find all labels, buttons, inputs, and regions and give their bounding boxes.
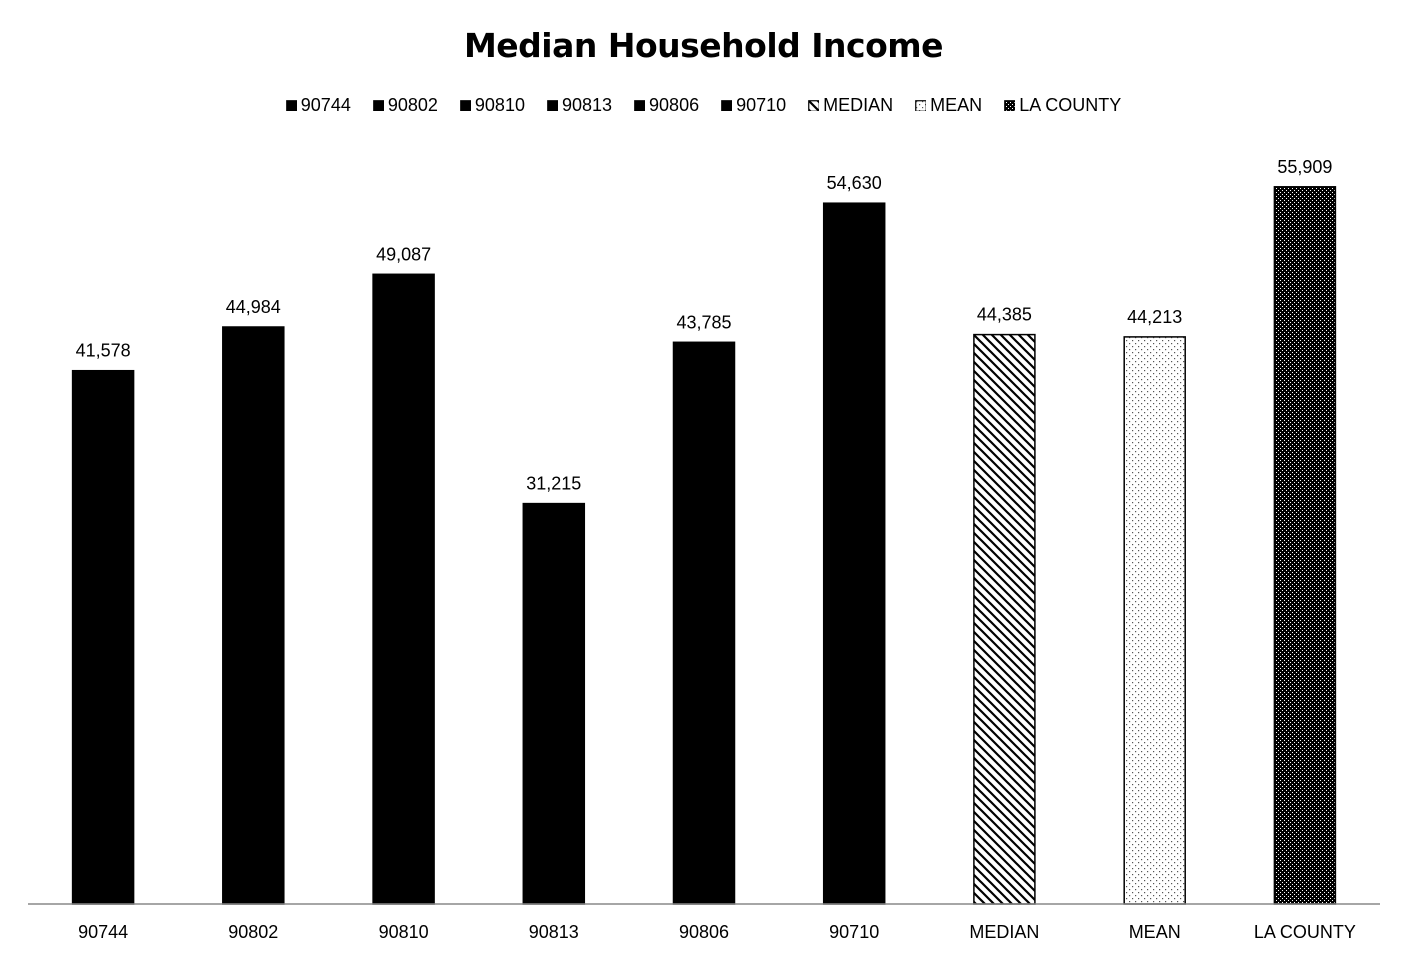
chart-title: Median Household Income — [463, 26, 944, 65]
legend-label: 90710 — [736, 95, 787, 115]
data-label-90710: 54,630 — [827, 173, 882, 193]
data-labels: 41,578 44,984 49,087 31,215 43,785 54,630 44,3… — [76, 157, 1333, 494]
legend-entry-la-county: LA COUNTY — [1004, 95, 1121, 116]
legend-swatch — [372, 100, 384, 111]
legend-swatch — [460, 100, 471, 111]
data-label-90806: 43,785 — [676, 312, 731, 332]
bar-90710 — [822, 202, 886, 905]
data-label-mean: 44,213 — [1127, 307, 1182, 327]
x-tick-label-90710: 90710 — [829, 922, 879, 942]
legend-label: 90810 — [474, 95, 525, 115]
legend-entry-90813: 90813 — [547, 95, 612, 116]
bar-90806 — [672, 341, 736, 905]
legend-label: 90802 — [387, 95, 438, 115]
legend-entry-mean: MEAN — [915, 95, 982, 116]
legend-swatch — [915, 100, 927, 111]
data-label-90802: 44,984 — [226, 297, 281, 317]
bar-90810 — [372, 273, 435, 905]
bars — [71, 186, 1337, 905]
legend-label: MEAN — [930, 95, 983, 115]
data-label-90744: 41,578 — [76, 341, 131, 361]
bar-90802 — [222, 326, 285, 905]
x-tick-label-90810: 90810 — [379, 922, 429, 942]
x-tick-label-mean: MEAN — [1129, 922, 1181, 942]
legend-entry-90710: 90710 — [721, 95, 786, 116]
x-tick-labels: 90744 90802 90810 90813 90806 90710 MEDIAN MEAN… — [78, 922, 1356, 942]
x-tick-label-90806: 90806 — [679, 922, 729, 942]
x-tick-label-90813: 90813 — [529, 922, 579, 942]
legend-entry-90810: 90810 — [460, 95, 525, 116]
legend-entry-90806: 90806 — [634, 95, 699, 116]
data-label-la-county: 55,909 — [1277, 157, 1332, 177]
legend-swatch — [285, 100, 297, 111]
data-label-90810: 49,087 — [376, 244, 431, 264]
x-tick-label-90802: 90802 — [228, 922, 278, 942]
data-label-90813: 31,215 — [526, 474, 581, 494]
data-label-median: 44,385 — [977, 305, 1032, 325]
bar-90744 — [71, 369, 135, 905]
legend-swatch — [808, 100, 820, 111]
x-tick-label-median: MEDIAN — [969, 922, 1039, 942]
x-tick-label-la-county: LA COUNTY — [1254, 922, 1356, 942]
legend-label: 90806 — [649, 95, 700, 115]
legend-swatch — [547, 100, 558, 111]
legend-swatch — [1004, 100, 1016, 111]
legend-entry-90802: 90802 — [372, 95, 438, 116]
legend: 90744 90802 90810 90813 90806 90710 MEDIAN MEAN… — [0, 95, 1407, 116]
legend-label: 90744 — [300, 95, 351, 115]
legend-label: LA COUNTY — [1019, 95, 1122, 115]
x-tick-label-90744: 90744 — [78, 922, 128, 942]
legend-label: 90813 — [561, 95, 613, 115]
legend-entry-median: MEDIAN — [808, 95, 893, 116]
bar-median — [973, 333, 1036, 905]
legend-entry-90744: 90744 — [285, 95, 351, 116]
legend-label: MEDIAN — [823, 95, 894, 115]
legend-swatch — [634, 100, 646, 111]
bar-la-county — [1273, 186, 1337, 905]
legend-swatch — [721, 100, 733, 111]
bar-mean — [1123, 336, 1186, 905]
bar-90813 — [522, 502, 586, 905]
